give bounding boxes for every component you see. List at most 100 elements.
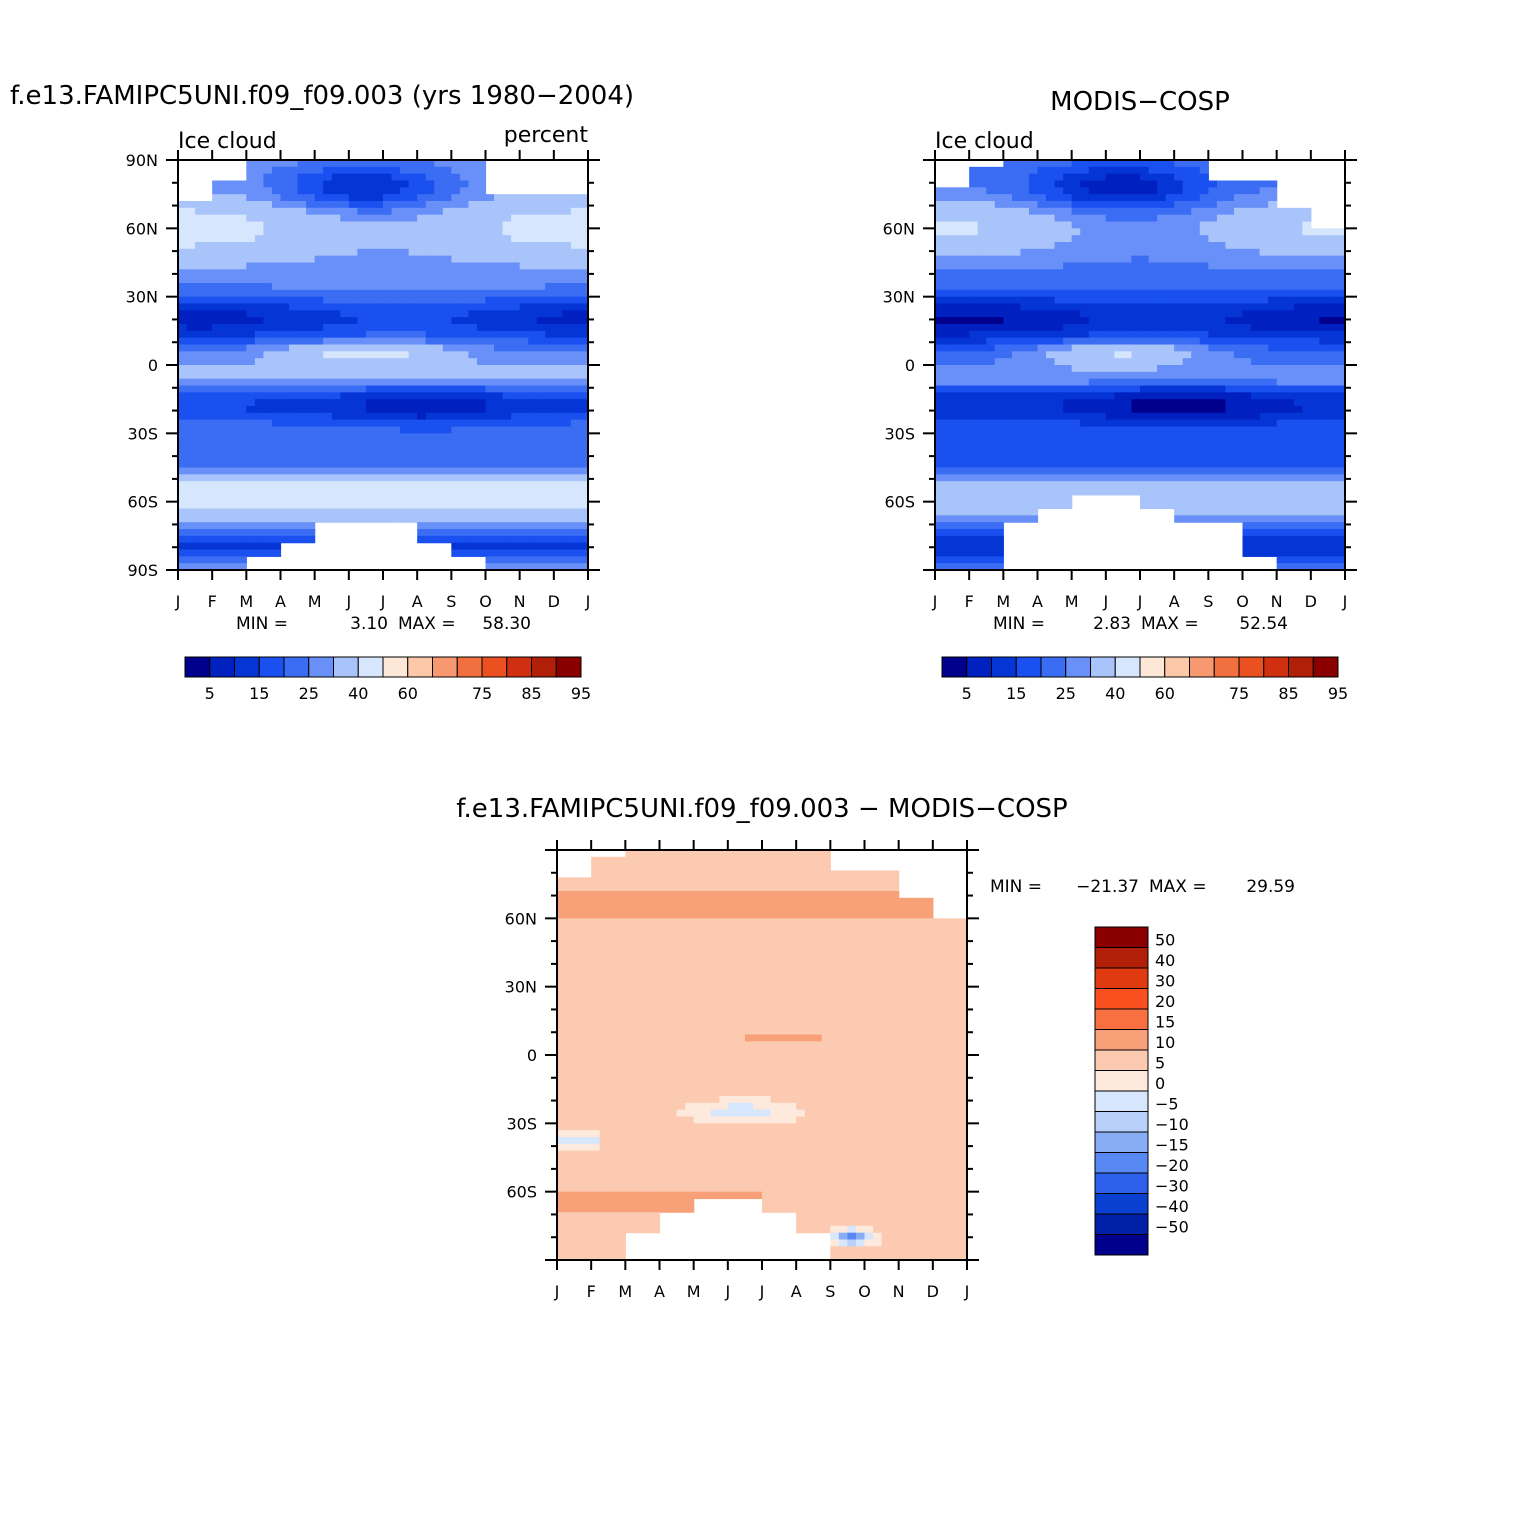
contour-cell bbox=[1242, 474, 1252, 482]
contour-cell bbox=[579, 563, 589, 571]
contour-cell bbox=[365, 392, 376, 400]
contour-cell bbox=[459, 235, 470, 243]
contour-cell bbox=[246, 522, 256, 530]
contour-cell bbox=[1233, 433, 1244, 441]
contour-cell bbox=[1216, 255, 1227, 264]
contour-cell bbox=[994, 358, 1004, 366]
contour-cell bbox=[969, 228, 979, 236]
contour-cell bbox=[280, 494, 290, 503]
contour-cell bbox=[1191, 248, 1201, 257]
contour-cell bbox=[1088, 214, 1098, 223]
contour-cell bbox=[374, 337, 384, 346]
contour-cell bbox=[1225, 440, 1235, 448]
contour-cell bbox=[476, 214, 487, 223]
contour-cell bbox=[1148, 406, 1158, 414]
contour-cell bbox=[178, 255, 188, 264]
contour-cell bbox=[1063, 433, 1073, 441]
contour-cell bbox=[1191, 419, 1201, 428]
contour-cell bbox=[348, 289, 358, 298]
contour-cell bbox=[203, 501, 213, 510]
contour-cell bbox=[494, 289, 504, 298]
contour-cell bbox=[417, 529, 427, 537]
contour-cell bbox=[1216, 201, 1227, 209]
contour-cell bbox=[1174, 207, 1184, 216]
contour-cell bbox=[570, 214, 581, 223]
contour-cell bbox=[306, 515, 316, 523]
contour-cell bbox=[212, 447, 222, 455]
contour-cell bbox=[1054, 330, 1064, 339]
contour-cell bbox=[1327, 310, 1338, 318]
contour-cell bbox=[476, 255, 487, 264]
contour-cell bbox=[536, 563, 546, 571]
contour-cell bbox=[254, 508, 265, 516]
contour-cell bbox=[323, 289, 333, 298]
contour-cell bbox=[1028, 474, 1039, 482]
contour-cell bbox=[468, 406, 478, 414]
contour-cell bbox=[994, 310, 1004, 318]
contour-cell bbox=[994, 235, 1004, 243]
contour-cell bbox=[400, 303, 410, 311]
contour-cell bbox=[1259, 474, 1269, 482]
contour-cell bbox=[434, 440, 444, 448]
contour-cell bbox=[263, 330, 273, 339]
contour-cell bbox=[357, 515, 367, 523]
contour-cell bbox=[1242, 365, 1252, 373]
contour-cell bbox=[374, 207, 384, 216]
contour-cell bbox=[237, 324, 247, 332]
contour-cell bbox=[348, 160, 358, 168]
contour-cell bbox=[528, 269, 538, 277]
contour-cell bbox=[263, 549, 273, 557]
contour-cell bbox=[1268, 289, 1278, 298]
contour-cell bbox=[459, 187, 470, 195]
contour-cell bbox=[229, 248, 239, 257]
contour-cell bbox=[263, 173, 273, 182]
contour-cell bbox=[468, 330, 478, 339]
contour-cell bbox=[297, 337, 307, 346]
contour-cell bbox=[229, 481, 239, 489]
contour-cell bbox=[969, 460, 979, 469]
contour-cell bbox=[1071, 419, 1081, 428]
contour-cell bbox=[340, 412, 350, 421]
contour-cell bbox=[468, 549, 478, 557]
contour-cell bbox=[1148, 378, 1158, 387]
contour-cell bbox=[323, 460, 333, 469]
contour-cell bbox=[511, 201, 521, 209]
contour-cell bbox=[1157, 460, 1167, 469]
contour-cell bbox=[935, 207, 945, 216]
contour-cell bbox=[186, 358, 196, 366]
contour-cell bbox=[417, 214, 427, 223]
contour-cell bbox=[178, 337, 188, 346]
contour-cell bbox=[254, 529, 265, 537]
contour-cell bbox=[1276, 474, 1286, 482]
contour-cell bbox=[1319, 481, 1329, 489]
contour-cell bbox=[229, 337, 239, 346]
contour-cell bbox=[1336, 289, 1346, 298]
contour-cell bbox=[1182, 330, 1192, 339]
contour-cell bbox=[935, 214, 945, 223]
contour-cell bbox=[960, 310, 970, 318]
contour-cell bbox=[237, 556, 247, 564]
contour-cell bbox=[1259, 385, 1269, 393]
contour-cell bbox=[451, 460, 461, 469]
contour-cell bbox=[952, 289, 962, 298]
contour-cell bbox=[536, 549, 546, 557]
contour-cell bbox=[1191, 358, 1201, 366]
contour-cell bbox=[203, 324, 213, 332]
contour-cell bbox=[1157, 324, 1167, 332]
contour-cell bbox=[1011, 406, 1022, 414]
contour-cell bbox=[229, 501, 239, 510]
contour-cell bbox=[331, 310, 341, 318]
contour-cell bbox=[1268, 440, 1278, 448]
contour-cell bbox=[1268, 399, 1278, 407]
contour-cell bbox=[391, 248, 401, 257]
contour-cell bbox=[977, 426, 987, 434]
contour-cell bbox=[271, 242, 282, 250]
contour-cell bbox=[459, 310, 470, 318]
contour-cell bbox=[1037, 399, 1047, 407]
contour-cell bbox=[502, 276, 512, 284]
contour-cell bbox=[536, 255, 546, 264]
contour-cell bbox=[494, 283, 504, 291]
contour-cell bbox=[459, 242, 470, 250]
contour-cell bbox=[195, 549, 205, 557]
contour-cell bbox=[986, 351, 996, 359]
